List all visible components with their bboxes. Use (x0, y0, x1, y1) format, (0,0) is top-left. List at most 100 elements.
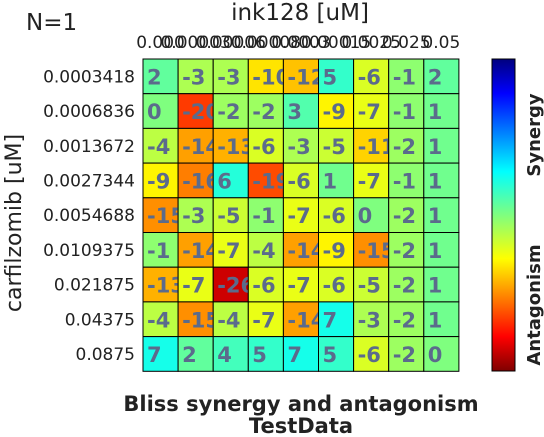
chart-title: Bliss synergy and antagonism (123, 392, 478, 416)
cell-value-label: -7 (358, 100, 381, 124)
cell-value-label: 1 (428, 274, 443, 298)
cell-value-label: -4 (217, 308, 240, 332)
heatmap-cell (142, 93, 179, 129)
cell-value-label: -6 (323, 204, 346, 228)
cell-value-label: 5 (252, 343, 267, 367)
cell-value-label: -6 (323, 274, 346, 298)
cell-value-label: -4 (252, 239, 275, 263)
cell-value-label: 2 (182, 343, 197, 367)
y-tick-label: 0.0006836 (43, 102, 135, 122)
heatmap-cell (282, 336, 319, 372)
colorbar-bottom-label: Antagonism (524, 244, 544, 365)
cell-value-label: -9 (323, 239, 346, 263)
heatmap-cell (247, 266, 284, 303)
cell-value-label: -2 (393, 274, 416, 298)
heatmap-cell (282, 162, 319, 199)
cell-value-label: -2 (393, 135, 416, 159)
x-tick-labels: 0.0000.000030.000060.000080.00030.000150… (136, 33, 460, 53)
y-tick-label: 0.0013672 (43, 137, 135, 157)
cell-value-label: -1 (393, 100, 416, 124)
cell-value-label: 1 (428, 100, 443, 124)
heatmap-cell (423, 336, 460, 372)
cell-value-label: -6 (358, 343, 381, 367)
heatmap-cell (353, 58, 390, 95)
cell-value-label: -7 (287, 274, 310, 298)
cell-value-label: 1 (428, 239, 443, 263)
cell-value-label: -7 (182, 274, 205, 298)
cell-value-label: -9 (147, 169, 170, 193)
heatmap-cell (388, 93, 425, 129)
x-tick-label: 0.025 (382, 33, 431, 53)
cell-value-label: -3 (358, 308, 381, 332)
heatmap-cell (282, 93, 319, 129)
cell-value-label: -6 (287, 169, 310, 193)
cell-value-label: -4 (147, 135, 170, 159)
cell-value-label: -2 (393, 239, 416, 263)
y-tick-label: 0.0027344 (43, 171, 135, 191)
cell-value-label: 0 (428, 343, 443, 367)
heatmap-cell (423, 232, 460, 268)
heatmap-cell (282, 266, 319, 303)
heatmap-cell (423, 162, 460, 199)
heatmap-cell (353, 232, 390, 268)
heatmap-cell (318, 336, 355, 372)
cell-value-label: -1 (393, 65, 416, 89)
heatmap-cell (282, 127, 319, 164)
heatmap-cell (353, 127, 390, 164)
heatmap-cell (388, 197, 425, 234)
cell-value-label: 1 (428, 204, 443, 228)
heatmap-cell (142, 336, 179, 372)
cell-value-label: -5 (358, 274, 381, 298)
cell-value-label: -1 (393, 169, 416, 193)
heatmap-cell (353, 93, 390, 129)
cell-value-label: 6 (217, 169, 232, 193)
cell-value-label: 7 (287, 343, 302, 367)
chart-subtitle: TestData (249, 414, 353, 437)
heatmap-cell (177, 301, 214, 338)
heatmap-cell (318, 301, 355, 338)
cell-value-label: 7 (323, 308, 338, 332)
cell-value-label: 0 (147, 100, 162, 124)
heatmap-cell (423, 266, 460, 303)
cell-value-label: -5 (217, 204, 240, 228)
heatmap-cell (177, 336, 214, 372)
x-tick-label: 0.00008 (231, 33, 301, 53)
cell-value-label: 2 (428, 65, 443, 89)
cell-value-label: 4 (217, 343, 232, 367)
x-tick-label: 0.05 (422, 33, 460, 53)
heatmap-cell (177, 232, 214, 268)
cell-value-label: 1 (323, 169, 338, 193)
heatmap-cell (423, 127, 460, 164)
cell-value-label: 1 (428, 135, 443, 159)
heatmap-cell (388, 162, 425, 199)
cell-value-label: -5 (323, 135, 346, 159)
heatmap-cell (177, 266, 214, 303)
heatmap-cell (423, 301, 460, 338)
cell-value-label: -6 (252, 274, 275, 298)
cell-value-label: -2 (217, 100, 240, 124)
y-axis-title: carfilzomib [uM] (2, 134, 27, 312)
cell-value-label: 2 (147, 65, 162, 89)
cell-value-label: -2 (252, 100, 275, 124)
cell-value-label: -4 (147, 308, 170, 332)
heatmap-cell (318, 93, 355, 129)
x-tick-label: 0.0003 (271, 33, 330, 53)
y-tick-label: 0.04375 (65, 310, 135, 330)
heatmap-cell (388, 301, 425, 338)
cell-value-label: -3 (217, 65, 240, 89)
cell-value-label: -7 (217, 239, 240, 263)
heatmap-cell (388, 266, 425, 303)
heatmap-cell (212, 162, 249, 199)
colorbar-top-label: Synergy (524, 93, 544, 176)
y-tick-label: 0.0875 (76, 345, 135, 365)
cell-value-label: -9 (323, 100, 346, 124)
heatmap-cell (353, 301, 390, 338)
cell-value-label: -2 (393, 308, 416, 332)
cell-value-label: 7 (147, 343, 162, 367)
x-tick-label: 0.00006 (196, 33, 266, 53)
heatmap-cell (247, 301, 284, 338)
cell-value-label: -6 (252, 135, 275, 159)
heatmap-cell (318, 266, 355, 303)
heatmap-cell (212, 336, 249, 372)
